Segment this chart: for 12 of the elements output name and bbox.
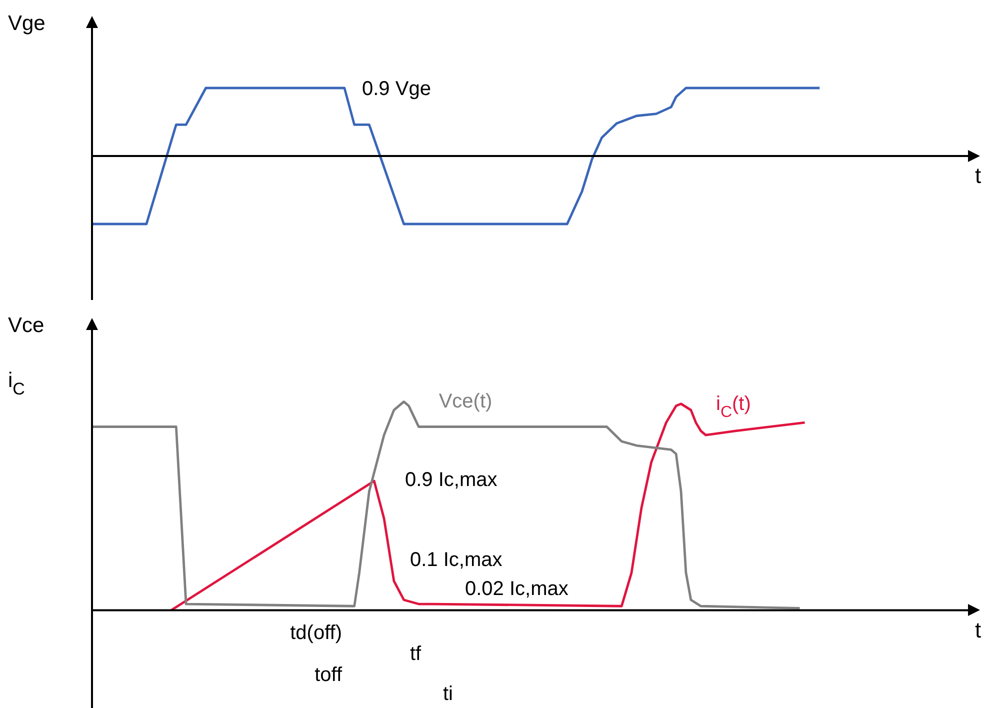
text: td(off) [290,622,342,644]
annotation: 0.9 Vge [362,78,431,100]
x-axis-title: t [975,617,982,642]
x-axis-title: t [975,163,982,188]
series-label: Vce(t) [438,390,492,413]
y-axis-title: Vge [8,12,46,35]
text: ti [443,683,453,705]
text: tf [410,643,422,665]
annotation: 0.1 Ic,max [410,549,502,571]
annotation: 0.02 Ic,max [465,578,568,600]
annotation: 0.9 Ic,max [405,469,498,491]
text: toff [314,664,342,686]
